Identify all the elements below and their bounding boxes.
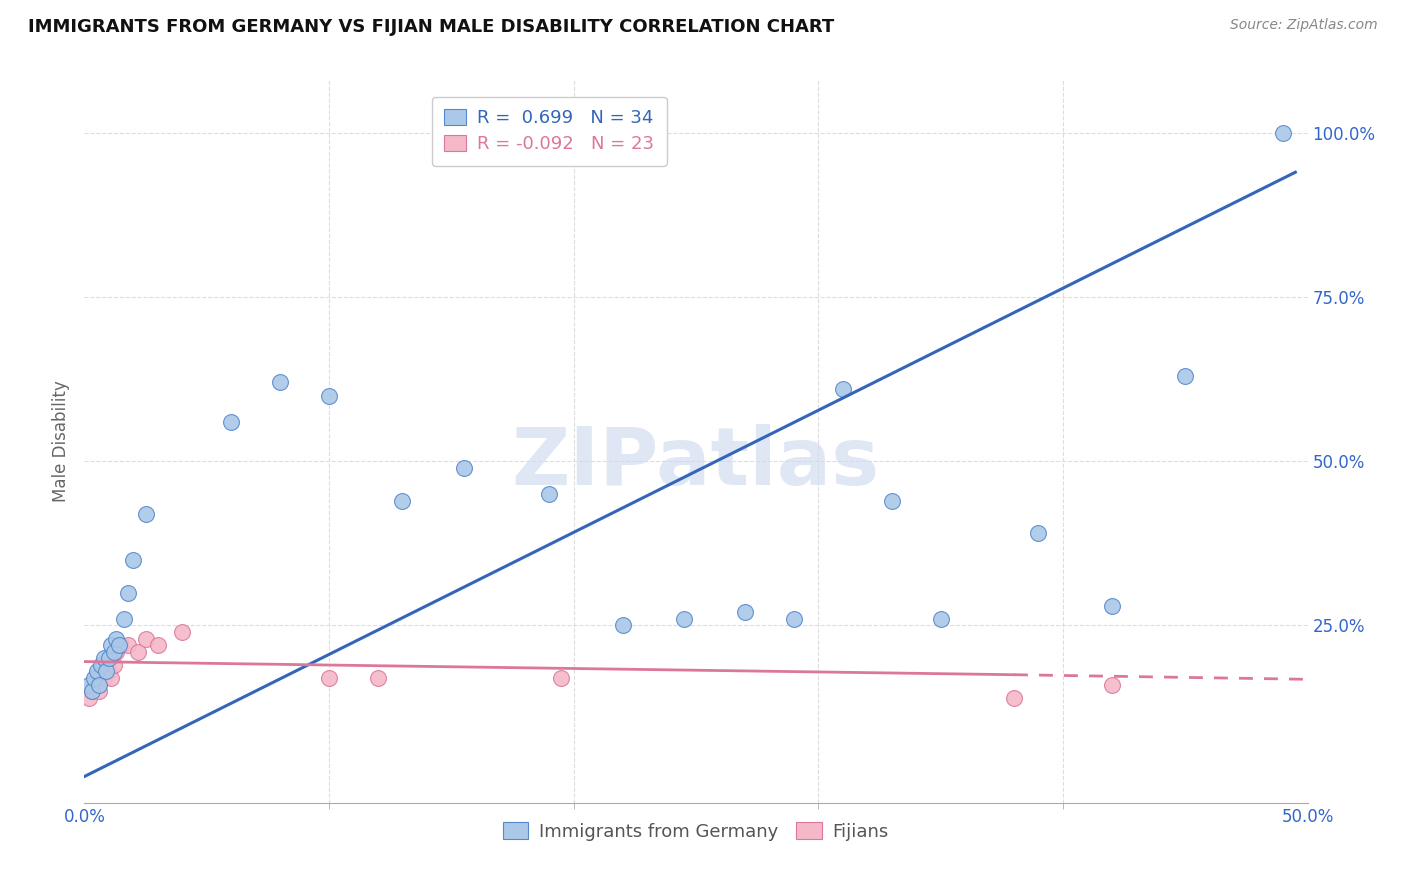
Point bbox=[86, 671, 108, 685]
Point bbox=[90, 657, 112, 672]
Point bbox=[612, 618, 634, 632]
Point bbox=[172, 625, 194, 640]
Point bbox=[86, 665, 108, 679]
Point bbox=[538, 487, 561, 501]
Point bbox=[1028, 526, 1050, 541]
Point bbox=[110, 638, 132, 652]
Point bbox=[127, 645, 149, 659]
Point bbox=[80, 684, 103, 698]
Point bbox=[90, 665, 112, 679]
Point bbox=[1272, 126, 1295, 140]
Point bbox=[103, 657, 125, 672]
Text: Source: ZipAtlas.com: Source: ZipAtlas.com bbox=[1230, 18, 1378, 32]
Point bbox=[117, 638, 139, 652]
Point bbox=[105, 632, 128, 646]
Point bbox=[783, 612, 806, 626]
Point bbox=[219, 415, 242, 429]
Point bbox=[122, 553, 145, 567]
Point bbox=[87, 684, 110, 698]
Point bbox=[318, 671, 340, 685]
Point bbox=[734, 605, 756, 619]
Point bbox=[112, 612, 135, 626]
Point bbox=[880, 493, 903, 508]
Point bbox=[97, 665, 120, 679]
Point bbox=[93, 651, 115, 665]
Point bbox=[100, 671, 122, 685]
Point bbox=[87, 677, 110, 691]
Point bbox=[672, 612, 695, 626]
Point bbox=[100, 638, 122, 652]
Point bbox=[77, 690, 100, 705]
Point bbox=[550, 671, 572, 685]
Point bbox=[146, 638, 169, 652]
Point bbox=[391, 493, 413, 508]
Point bbox=[107, 638, 129, 652]
Point bbox=[269, 376, 291, 390]
Point bbox=[103, 645, 125, 659]
Text: IMMIGRANTS FROM GERMANY VS FIJIAN MALE DISABILITY CORRELATION CHART: IMMIGRANTS FROM GERMANY VS FIJIAN MALE D… bbox=[28, 18, 834, 36]
Point bbox=[831, 382, 853, 396]
Point bbox=[117, 585, 139, 599]
Point bbox=[97, 651, 120, 665]
Point bbox=[77, 677, 100, 691]
Text: ZIPatlas: ZIPatlas bbox=[512, 425, 880, 502]
Point bbox=[83, 677, 105, 691]
Point bbox=[318, 388, 340, 402]
Point bbox=[453, 460, 475, 475]
Point bbox=[80, 684, 103, 698]
Point bbox=[1002, 690, 1025, 705]
Point bbox=[1101, 599, 1123, 613]
Point bbox=[93, 671, 115, 685]
Point bbox=[367, 671, 389, 685]
Point bbox=[105, 645, 128, 659]
Y-axis label: Male Disability: Male Disability bbox=[52, 381, 70, 502]
Point bbox=[96, 657, 118, 672]
Point bbox=[135, 507, 157, 521]
Point bbox=[96, 665, 118, 679]
Point bbox=[929, 612, 952, 626]
Point bbox=[83, 671, 105, 685]
Legend: Immigrants from Germany, Fijians: Immigrants from Germany, Fijians bbox=[496, 815, 896, 848]
Point bbox=[1174, 368, 1197, 383]
Point bbox=[135, 632, 157, 646]
Point bbox=[1101, 677, 1123, 691]
